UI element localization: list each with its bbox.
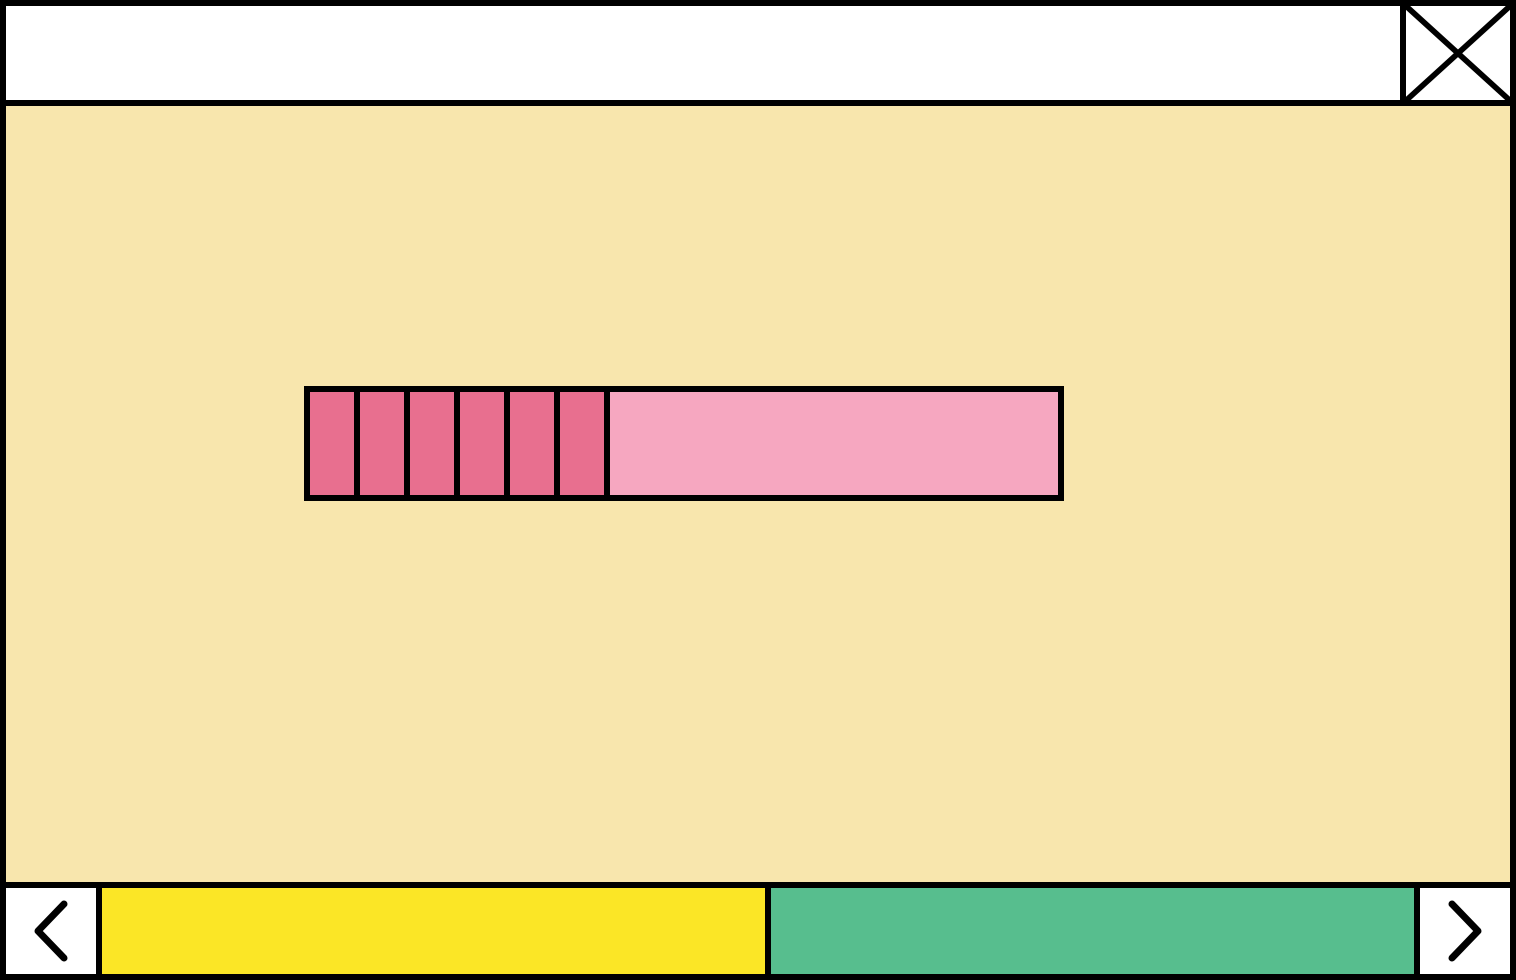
scroll-left-button[interactable] <box>6 888 102 974</box>
chevron-right-icon <box>1444 900 1486 962</box>
scroll-segment-right <box>771 888 1414 974</box>
close-icon <box>1406 6 1510 101</box>
scroll-track[interactable] <box>102 888 1414 974</box>
scroll-segment-left <box>102 888 771 974</box>
progress-segment <box>360 392 410 495</box>
content-area <box>6 106 1510 882</box>
close-button[interactable] <box>1400 6 1510 100</box>
horizontal-scrollbar <box>6 882 1510 974</box>
titlebar <box>6 6 1510 106</box>
progress-segment <box>560 392 610 495</box>
progress-segment <box>460 392 510 495</box>
progress-bar <box>304 386 1064 501</box>
window-frame <box>0 0 1516 980</box>
chevron-left-icon <box>30 900 72 962</box>
progress-segment <box>310 392 360 495</box>
progress-segment <box>410 392 460 495</box>
titlebar-title-area <box>6 6 1400 100</box>
progress-segment <box>510 392 560 495</box>
scroll-right-button[interactable] <box>1414 888 1510 974</box>
